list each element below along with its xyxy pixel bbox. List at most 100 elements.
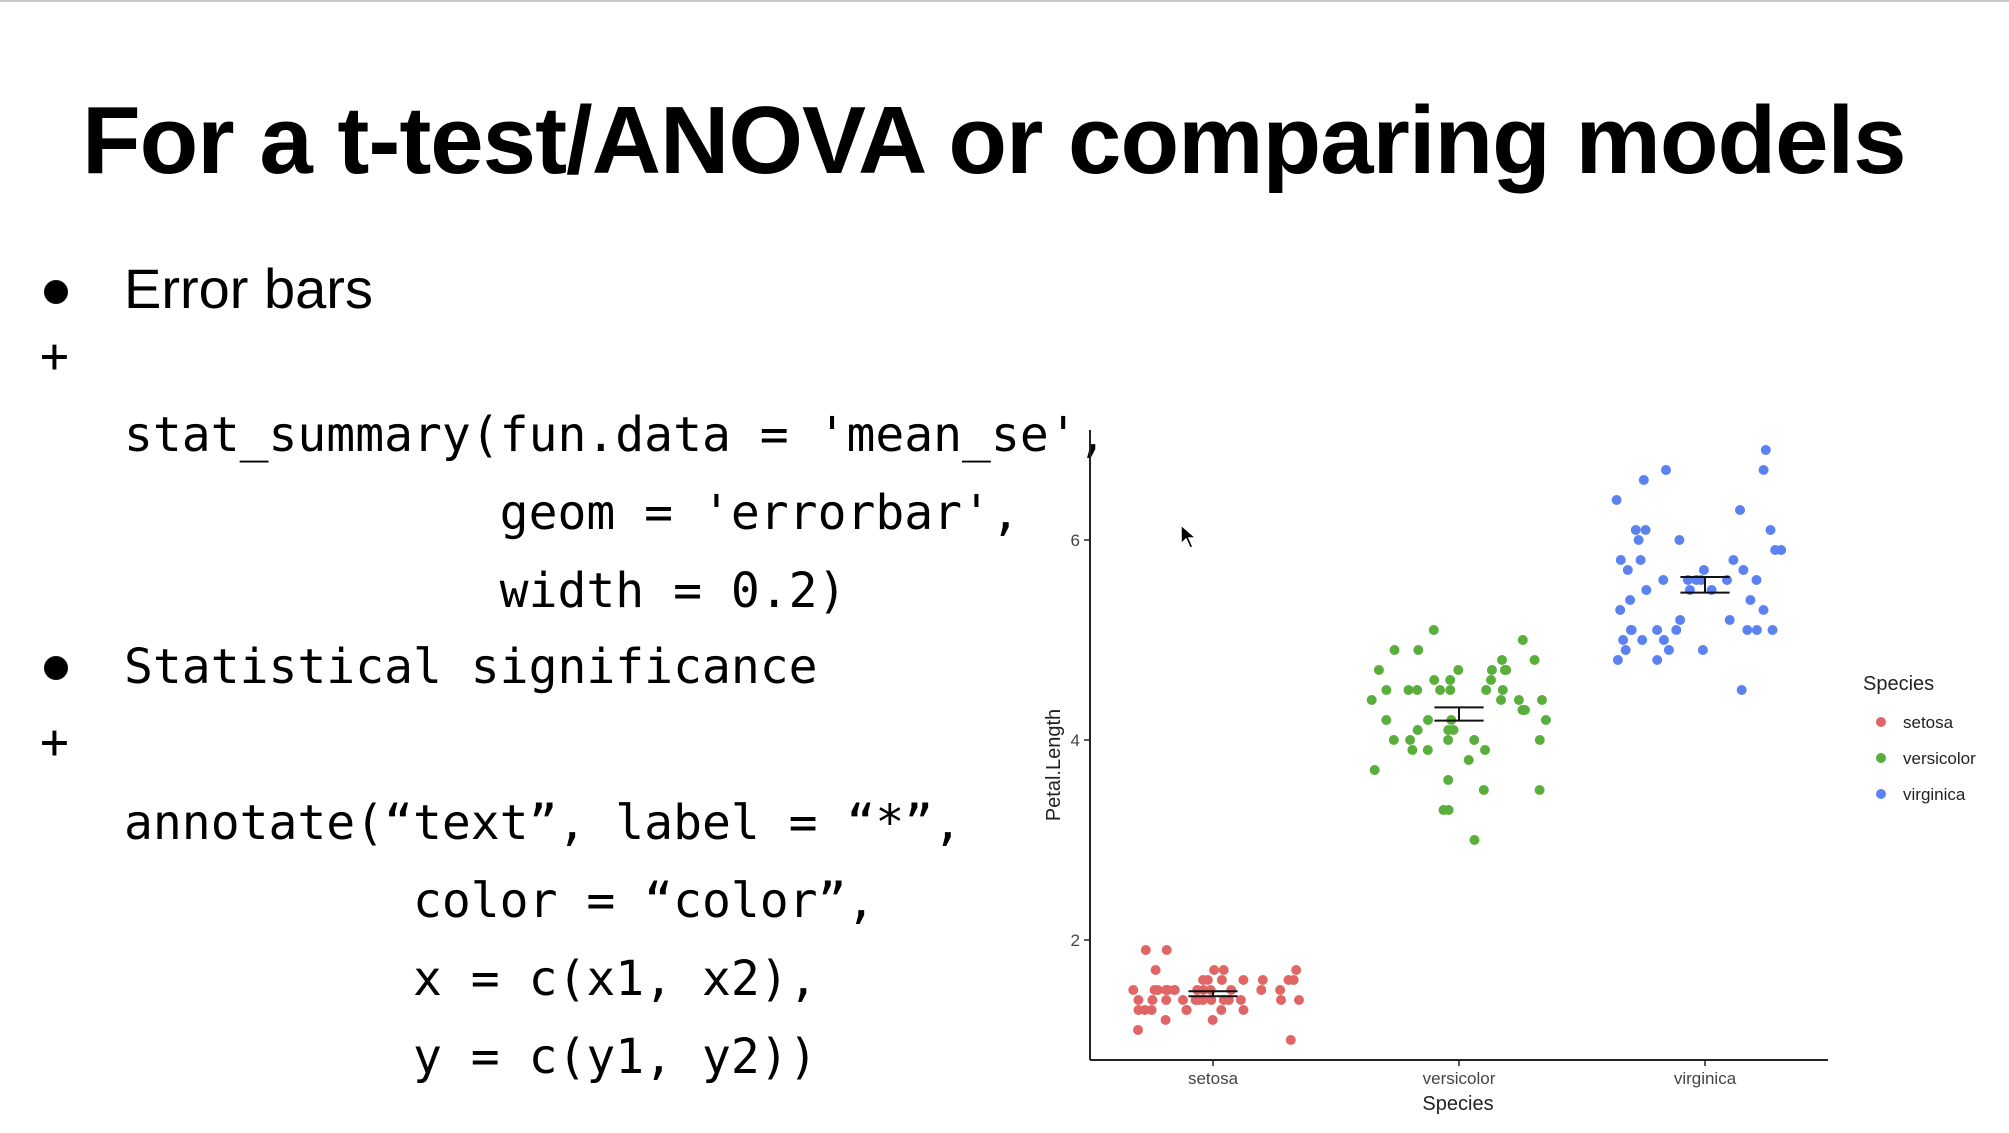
legend-key (1876, 753, 1886, 763)
code-line: annotate(“text”, label = “*”, (124, 795, 963, 851)
data-point (1735, 505, 1745, 515)
data-point (1190, 995, 1201, 1005)
data-point (1497, 655, 1507, 665)
data-point (1283, 975, 1294, 985)
data-point (1496, 695, 1506, 705)
data-point (1207, 1015, 1218, 1025)
data-point (1534, 785, 1545, 795)
data-point (1658, 635, 1669, 645)
data-point (1150, 965, 1161, 975)
data-point (1758, 465, 1769, 475)
data-point (1745, 595, 1756, 605)
data-point (1389, 645, 1400, 655)
data-point (1202, 975, 1213, 985)
x-tick-label: setosa (1188, 1069, 1239, 1088)
legend-label: versicolor (1903, 749, 1976, 768)
data-point (1776, 545, 1787, 555)
data-point (1161, 995, 1172, 1005)
scatter-chart: 2 4 6 setosa versicolor virginica Species Pet… (1043, 430, 1976, 1115)
data-point (1238, 975, 1249, 985)
data-point (1501, 665, 1512, 675)
data-point (1736, 685, 1747, 695)
data-point (1625, 595, 1636, 605)
data-point (1671, 625, 1682, 635)
chart-legend: Species setosa versicolor virginica (1863, 673, 1976, 804)
data-point (1435, 685, 1446, 695)
data-point (1275, 985, 1286, 995)
data-point (1612, 655, 1623, 665)
data-point (1223, 995, 1234, 1005)
data-point (1480, 745, 1490, 755)
data-point (1428, 625, 1439, 635)
x-axis-label: Species (1422, 1093, 1493, 1115)
y-tick-label: 4 (1071, 731, 1080, 750)
data-point (1443, 805, 1454, 815)
data-point (1169, 985, 1180, 995)
data-point (1373, 665, 1384, 675)
data-point (1697, 645, 1708, 655)
data-point (1698, 565, 1709, 575)
legend-key (1876, 717, 1886, 727)
legend-label: virginica (1903, 785, 1966, 804)
data-point (1478, 785, 1489, 795)
data-point (1463, 755, 1474, 765)
data-point (1412, 685, 1423, 695)
data-point (1178, 995, 1188, 1005)
data-point (1209, 965, 1220, 975)
chart-errorbars (1188, 576, 1730, 998)
data-point (1181, 1005, 1192, 1015)
data-point (1486, 665, 1497, 675)
data-point (1285, 1035, 1296, 1045)
data-point (1635, 555, 1646, 565)
data-point (1238, 1005, 1249, 1015)
data-point (1443, 775, 1454, 785)
data-point (1453, 665, 1464, 675)
data-point (1448, 725, 1459, 735)
legend-label: setosa (1903, 713, 1954, 732)
data-point (1728, 555, 1739, 565)
data-point (1149, 985, 1160, 995)
chart-points (1128, 445, 1787, 1045)
data-point (1218, 965, 1229, 975)
data-point (1445, 675, 1456, 685)
data-point (1529, 655, 1540, 665)
data-point (1216, 975, 1227, 985)
data-point (1481, 685, 1492, 695)
x-tick-label: versicolor (1423, 1069, 1496, 1088)
code-line: geom = 'errorbar', (124, 485, 1020, 541)
data-point (1469, 735, 1480, 745)
data-point (1486, 675, 1496, 685)
data-point (1381, 715, 1392, 725)
data-point (1407, 745, 1418, 755)
data-point (1652, 625, 1663, 635)
slide-title: For a t-test/ANOVA or comparing models (82, 87, 1907, 194)
plus-symbol-2: + (40, 714, 69, 770)
data-point (1161, 985, 1172, 995)
data-point (1661, 465, 1671, 475)
data-point (1140, 945, 1151, 955)
data-point (1198, 985, 1209, 995)
data-point (1133, 1025, 1143, 1035)
data-point (1652, 655, 1663, 665)
code-annotate: annotate(“text”, label = “*”, color = “c… (124, 706, 962, 1096)
chart-axes: 2 4 6 setosa versicolor virginica (1071, 430, 1828, 1088)
data-point (1611, 495, 1622, 505)
data-point (1622, 565, 1633, 575)
data-point (1767, 625, 1778, 635)
data-point (1388, 735, 1399, 745)
y-tick-label: 6 (1071, 531, 1080, 550)
code-line: width = 0.2) (124, 563, 847, 619)
data-point (1429, 675, 1440, 685)
top-border (0, 0, 2009, 2)
data-point (1443, 735, 1454, 745)
code-error-bars: stat_summary(fun.data = 'mean_se', geom … (124, 318, 1107, 630)
data-point (1291, 965, 1302, 975)
data-point (1615, 605, 1626, 615)
data-point (1133, 995, 1144, 1005)
bullet-dot-significance (44, 656, 68, 680)
data-point (1160, 1015, 1171, 1025)
data-point (1366, 695, 1377, 705)
bullet-dot-error-bars (44, 280, 68, 304)
data-point (1403, 685, 1414, 695)
data-point (1146, 1005, 1157, 1015)
